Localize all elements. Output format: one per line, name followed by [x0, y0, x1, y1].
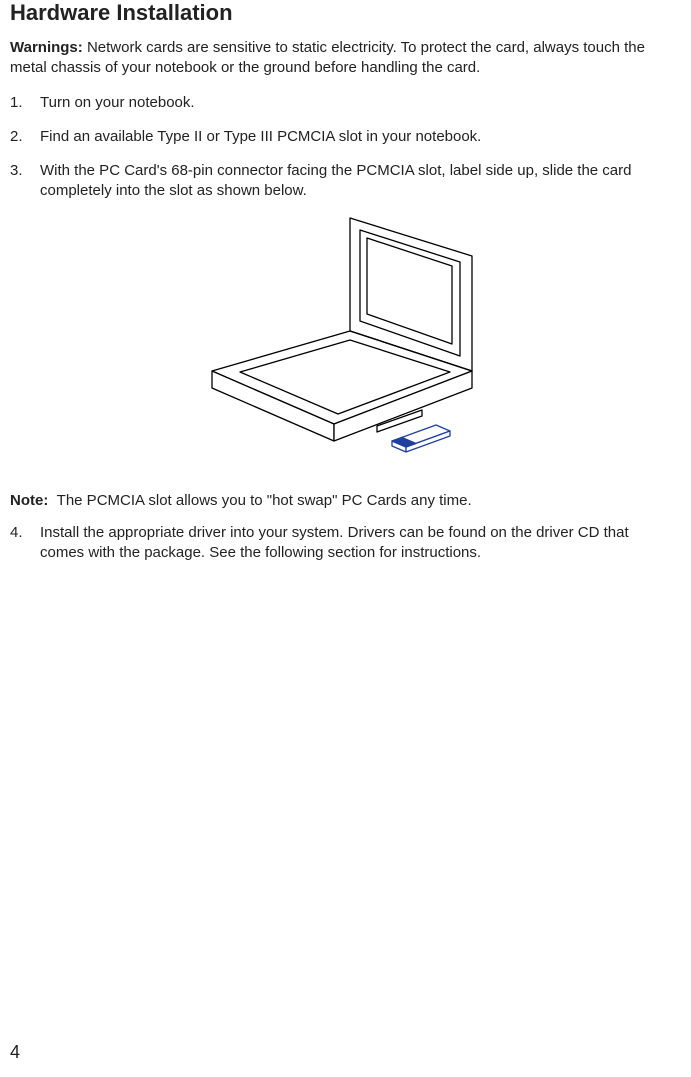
- step-3-text: With the PC Card's 68-pin connector faci…: [40, 162, 632, 199]
- warnings-label: Warnings:: [10, 39, 83, 56]
- step-1-num: 1.: [10, 93, 34, 113]
- step-2-num: 2.: [10, 127, 34, 147]
- document-page: Hardware Installation Warnings: Network …: [0, 0, 691, 1077]
- warnings-paragraph: Warnings: Network cards are sensitive to…: [10, 38, 673, 79]
- step-4-text: Install the appropriate driver into your…: [40, 524, 629, 561]
- step-3: 3. With the PC Card's 68-pin connector f…: [10, 161, 673, 202]
- note-text: The PCMCIA slot allows you to "hot swap"…: [57, 492, 472, 509]
- warnings-text: Network cards are sensitive to static el…: [10, 39, 645, 76]
- notebook-illustration: [202, 216, 482, 471]
- step-4-num: 4.: [10, 523, 34, 543]
- step-1-text: Turn on your notebook.: [40, 94, 195, 111]
- step-3-num: 3.: [10, 161, 34, 181]
- step-2: 2. Find an available Type II or Type III…: [10, 127, 673, 147]
- step-2-text: Find an available Type II or Type III PC…: [40, 128, 481, 145]
- steps-list-cont: 4. Install the appropriate driver into y…: [10, 523, 673, 564]
- step-4: 4. Install the appropriate driver into y…: [10, 523, 673, 564]
- steps-list: 1. Turn on your notebook. 2. Find an ava…: [10, 93, 673, 202]
- illustration-wrap: [10, 216, 673, 471]
- note-paragraph: Note: The PCMCIA slot allows you to "hot…: [10, 491, 673, 511]
- page-number: 4: [10, 1042, 20, 1063]
- step-1: 1. Turn on your notebook.: [10, 93, 673, 113]
- notebook-svg: [202, 216, 482, 471]
- page-title: Hardware Installation: [10, 0, 673, 26]
- note-label: Note:: [10, 492, 48, 509]
